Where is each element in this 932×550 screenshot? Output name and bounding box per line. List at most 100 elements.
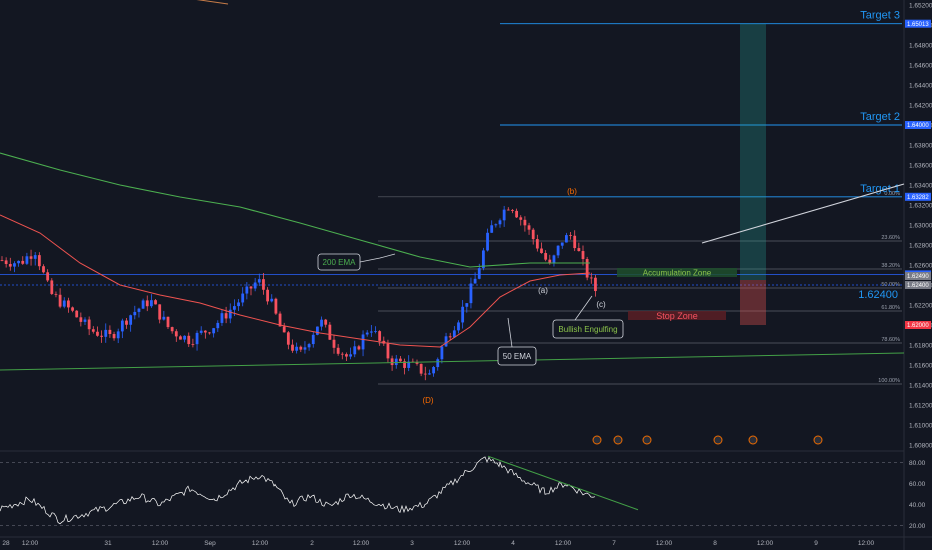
- candle-body: [523, 219, 527, 226]
- candle-body: [498, 220, 502, 225]
- candle-body: [340, 353, 344, 355]
- candle-body: [577, 248, 581, 252]
- candle-body: [403, 361, 406, 368]
- candle-body: [477, 268, 481, 279]
- price-tick-label: 1.62800: [909, 242, 932, 249]
- price-badge[interactable]: [905, 121, 931, 129]
- candle-body: [548, 259, 552, 264]
- ema50-callout-label: 50 EMA: [503, 352, 532, 361]
- price-tick-label: 1.60800: [909, 442, 932, 449]
- ema50-line: [0, 214, 591, 348]
- candle-body: [203, 330, 207, 333]
- candle-body: [87, 319, 91, 330]
- candle-body: [216, 322, 220, 329]
- price-badge-label: 1.64000: [907, 123, 929, 129]
- event-marker-icon[interactable]: [713, 435, 723, 445]
- candle-body: [594, 277, 597, 292]
- time-tick-label: 28: [2, 540, 10, 547]
- candle-body: [170, 327, 174, 332]
- price-tick-label: 1.63800: [909, 142, 932, 149]
- price-badge[interactable]: [905, 281, 931, 289]
- price-badge-label: 1.62490: [907, 274, 929, 280]
- price-badge-label: 1.62000: [907, 323, 929, 329]
- candle-body: [8, 263, 12, 267]
- price-badge[interactable]: [905, 321, 931, 329]
- price-tick-label: 1.62200: [909, 302, 932, 309]
- candle-body: [71, 307, 74, 311]
- candle-body: [62, 300, 66, 307]
- candle-body: [224, 313, 228, 319]
- price-badge[interactable]: [905, 272, 931, 280]
- candle-body: [228, 309, 232, 319]
- candle-body: [67, 300, 70, 308]
- fib-level-label: 0.00%: [884, 191, 900, 197]
- candle-body: [390, 358, 394, 366]
- candle-body: [108, 329, 112, 334]
- price-tick-label: 1.64800: [909, 42, 932, 49]
- candle-body: [436, 359, 440, 368]
- wave-label-a: (a): [538, 286, 548, 295]
- candle-body: [257, 279, 261, 283]
- candle-body: [4, 260, 8, 264]
- price-badge-label: 1.63282: [907, 195, 929, 201]
- candle-body: [361, 334, 365, 350]
- candle-body: [353, 346, 357, 355]
- fib-level-label: 61.80%: [881, 305, 900, 311]
- candle-body: [191, 344, 195, 345]
- candle-body: [469, 283, 473, 304]
- ema200-callout-pointer: [359, 253, 396, 263]
- candle-body: [249, 286, 253, 289]
- time-tick-label: 2: [310, 540, 314, 547]
- time-tick-label: 7: [612, 540, 616, 547]
- fib-level-label: 23.60%: [881, 235, 900, 241]
- time-tick-label: 12:00: [656, 540, 673, 547]
- candle-body: [428, 373, 431, 375]
- price-badge[interactable]: [905, 192, 931, 201]
- candle-body: [120, 320, 124, 332]
- candle-body: [291, 344, 294, 351]
- price-tick-label: 1.63000: [909, 222, 932, 229]
- candle-body: [552, 255, 556, 264]
- candle-body: [83, 319, 87, 322]
- candle-body: [440, 346, 444, 360]
- candle-body: [116, 331, 120, 339]
- candle-body: [473, 278, 477, 284]
- event-marker-icon[interactable]: [813, 435, 823, 445]
- candle-body: [46, 272, 50, 281]
- candle-body: [282, 326, 286, 333]
- candle-body: [486, 232, 489, 251]
- price-badge[interactable]: [905, 19, 931, 28]
- candle-body: [357, 346, 361, 350]
- wave-label-b: (b): [567, 187, 577, 196]
- candle-body: [13, 263, 16, 267]
- candle-body: [415, 362, 419, 364]
- fib-level-label: 100.00%: [878, 378, 900, 384]
- long-position-stop-zone: [740, 280, 766, 325]
- bullish-engulfing-pointer: [574, 295, 593, 321]
- candle-body: [531, 229, 535, 240]
- candle-body: [158, 304, 162, 320]
- event-marker-icon[interactable]: [642, 435, 652, 445]
- event-marker-icon[interactable]: [748, 435, 758, 445]
- candle-body: [125, 320, 128, 325]
- candle-body: [349, 354, 352, 357]
- candle-body: [432, 367, 435, 374]
- price-badge-label: 1.65013: [907, 22, 929, 28]
- event-marker-icon[interactable]: [592, 435, 602, 445]
- rsi-line: [0, 456, 596, 525]
- candle-body: [324, 319, 328, 325]
- candle-body: [295, 346, 299, 351]
- candle-body: [448, 336, 452, 338]
- ema50-callout-pointer: [507, 317, 513, 348]
- event-marker-icon[interactable]: [613, 435, 623, 445]
- accumulation-zone: [617, 268, 737, 277]
- time-tick-label: 3: [410, 540, 414, 547]
- candle-body: [141, 300, 145, 309]
- candle-body: [307, 344, 311, 348]
- candle-body: [527, 225, 531, 230]
- accumulation-zone-label: Accumulation Zone: [643, 269, 712, 278]
- price-tick-label: 1.63200: [909, 202, 932, 209]
- candle-body: [320, 319, 323, 327]
